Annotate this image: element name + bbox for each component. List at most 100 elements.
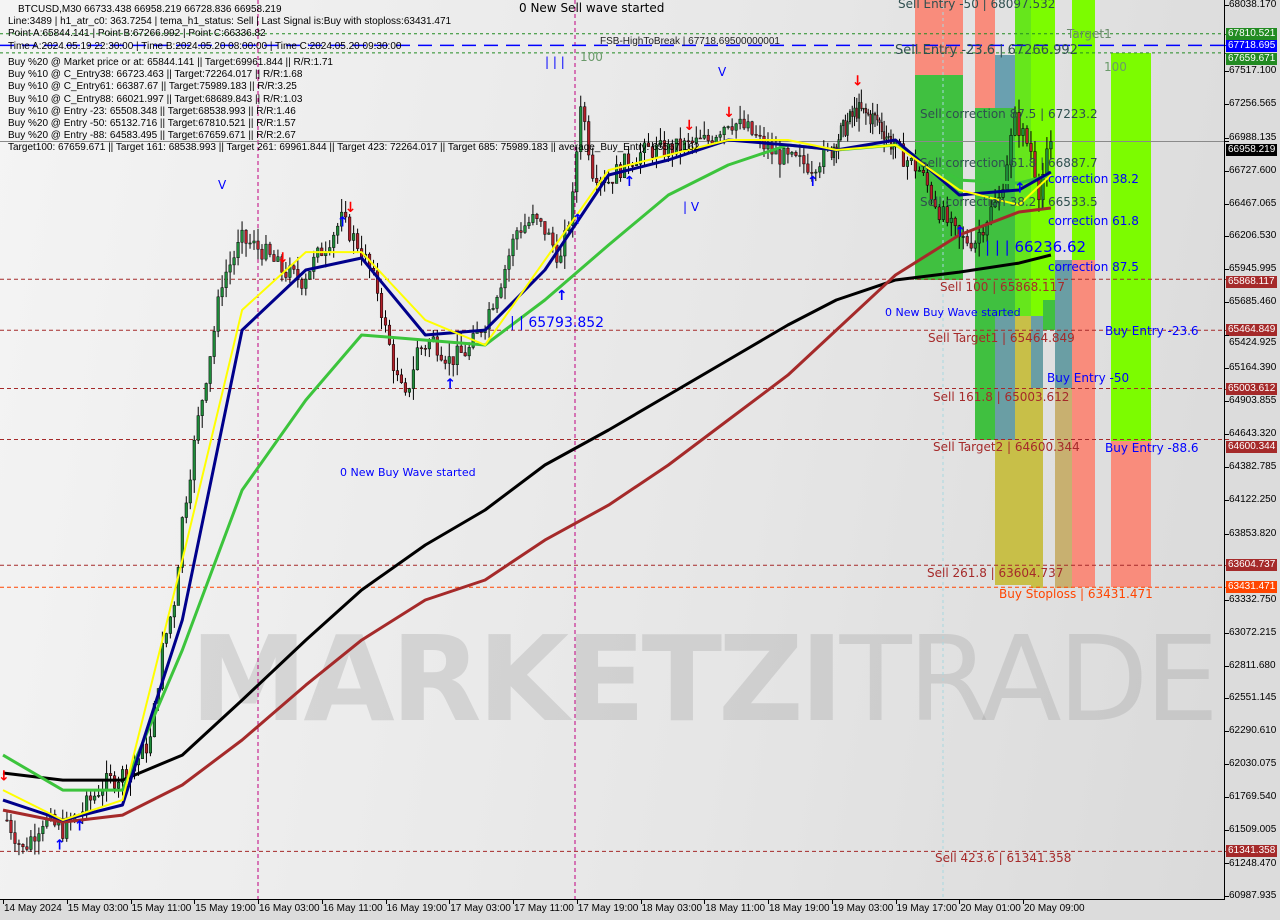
time-tick-label: 16 May 03:00 <box>259 903 320 914</box>
candle-bearish <box>802 155 806 165</box>
candle-bullish <box>427 340 431 350</box>
sell-entry-50-label: Sell Entry -50 | 68097.532 <box>898 0 1056 11</box>
candle-bullish <box>184 502 188 518</box>
candle-bullish <box>176 567 180 606</box>
price-tick-label: 64643.320 <box>1229 428 1277 440</box>
candle-bearish <box>945 206 949 223</box>
candle-bullish <box>985 222 989 236</box>
candle-bearish <box>543 221 547 235</box>
price-tick-label: 61509.005 <box>1229 824 1277 836</box>
candle-bearish <box>89 795 93 801</box>
candle-bearish <box>1029 143 1033 152</box>
candle-bearish <box>399 374 403 383</box>
candle-bullish <box>336 225 340 236</box>
candle-bearish <box>463 352 467 357</box>
candle-bullish <box>722 127 726 135</box>
candle-bearish <box>583 106 587 122</box>
candle-bearish <box>591 154 595 179</box>
zone-olive <box>995 440 1031 585</box>
sell-arrow-icon: ↓ <box>723 105 735 121</box>
candle-bullish <box>148 736 152 754</box>
time-tick-label: 16 May 11:00 <box>322 903 383 914</box>
candle-bearish <box>969 242 973 249</box>
candle-bearish <box>17 843 21 845</box>
candle-bullish <box>97 795 101 797</box>
candle-bullish <box>1041 174 1045 201</box>
candle-bullish <box>523 225 527 233</box>
price-tick <box>1225 797 1229 799</box>
price-tick-label: 64122.250 <box>1229 493 1277 505</box>
candle-bearish <box>435 336 439 356</box>
candle-bearish <box>611 181 615 184</box>
price-tick <box>1225 335 1229 337</box>
price-tick-label: 65685.460 <box>1229 296 1277 308</box>
sell-100-label: Sell 100 | 65868.117 <box>940 280 1065 294</box>
info-line: Buy %20 @ Entry -50: 65132.716 || Target… <box>8 118 296 129</box>
candle-bullish <box>224 271 228 288</box>
time-tick <box>576 900 578 904</box>
candle-bullish <box>575 151 579 193</box>
price-level-tag: 64600.344 <box>1226 440 1278 453</box>
price-tick <box>1225 533 1229 535</box>
candle-bearish <box>889 136 892 150</box>
candle-bearish <box>519 230 523 233</box>
candle-bullish <box>993 201 997 208</box>
candle-bullish <box>702 134 706 139</box>
price-tick-label: 63853.820 <box>1229 527 1277 539</box>
point-c-marker: | | | 66236.62 <box>985 238 1087 256</box>
price-tick-label: 63072.215 <box>1229 626 1277 638</box>
sell-2618-label: Sell 261.8 | 63604.737 <box>927 566 1064 580</box>
zone-olive <box>1055 388 1072 588</box>
candle-bullish <box>328 247 332 252</box>
candle-bullish <box>858 102 861 119</box>
buy-arrow-icon: ↑ <box>444 376 456 392</box>
watermark-bold: MARKETZI <box>190 610 844 748</box>
watermark-light: TRADE <box>839 610 1219 748</box>
candle-bullish <box>961 236 965 238</box>
price-tick <box>1225 401 1229 403</box>
time-tick-label: 19 May 17:00 <box>896 903 958 914</box>
buy-arrow-icon: ↑ <box>954 225 966 241</box>
candle-bullish <box>977 232 981 244</box>
candle-bearish <box>921 170 925 173</box>
candle-bearish <box>459 345 463 353</box>
candle-bearish <box>810 172 814 174</box>
candle-bearish <box>551 232 555 246</box>
candle-bearish <box>750 121 754 135</box>
candle-bullish <box>248 242 252 245</box>
info-line: Line:3489 | h1_atr_c0: 363.7254 | tema_h… <box>8 16 452 27</box>
candle-bullish <box>839 125 842 140</box>
candle-bullish <box>1001 189 1005 198</box>
candle-bullish <box>885 136 888 140</box>
time-tick-label: 16 May 19:00 <box>386 903 448 914</box>
candle-bullish <box>37 833 41 842</box>
sell-correction-618-label: Sell correction 61.8 | 66887.7 <box>920 156 1098 170</box>
price-chart[interactable]: MARKETZITRADE ↓↑↓↑↑↑↑↓↓↑↓↑↑↓↑↑ BTCUSD,M3… <box>0 0 1225 900</box>
candle-bullish <box>798 155 802 157</box>
candle-bullish <box>204 383 208 401</box>
price-level-tag: 67659.671 <box>1226 52 1278 65</box>
candle-bearish <box>855 107 858 119</box>
candle-bearish <box>292 265 296 270</box>
buy-entry-236-label: Buy Entry -23.6 <box>1105 324 1199 338</box>
zone-salmon <box>1072 260 1095 587</box>
candle-bullish <box>276 256 280 262</box>
candle-bearish <box>9 819 13 833</box>
candle-bullish <box>499 287 503 298</box>
sell-target2-label: Sell Target2 | 64600.344 <box>933 440 1080 454</box>
candle-bearish <box>375 270 380 294</box>
candle-bullish <box>180 517 184 568</box>
zone-bright-green <box>1031 0 1043 316</box>
buy-arrow-icon: ↑ <box>556 288 568 304</box>
time-tick-label: 15 May 19:00 <box>195 903 256 914</box>
info-line: Buy %10 @ Entry -23: 65508.348 || Target… <box>8 106 296 117</box>
mid-price-marker: | | 65793.852 <box>510 315 605 331</box>
candle-bullish <box>734 123 738 131</box>
candle-bearish <box>268 243 272 255</box>
time-tick-label: 15 May 03:00 <box>67 903 129 914</box>
time-tick <box>258 900 259 904</box>
time-tick <box>3 900 4 904</box>
sell-4236-label: Sell 423.6 | 61341.358 <box>935 851 1072 865</box>
wave-v-marker: | V <box>683 200 700 214</box>
yellow-ma-line <box>2 139 1052 821</box>
